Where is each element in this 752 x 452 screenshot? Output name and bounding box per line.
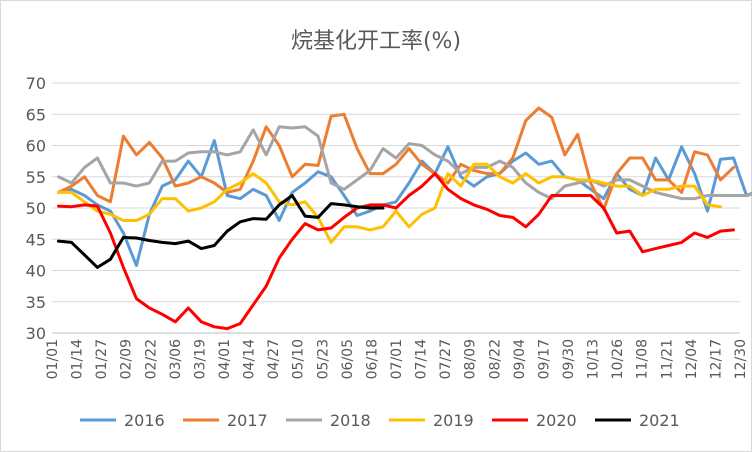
y-tick-label: 60: [26, 137, 46, 156]
y-tick-label: 50: [26, 199, 46, 218]
x-tick-label: 10/26: [610, 339, 626, 379]
y-tick-label: 70: [26, 74, 46, 93]
x-axis: 01/01 01/14 01/27 02/09 02/22 03/06 03/19 04/01…: [45, 332, 749, 379]
x-tick-label: 06/18: [364, 339, 380, 379]
legend: 2016 2017 2018 2019 2020 2021: [80, 411, 680, 430]
legend-item-2020: 2020: [492, 411, 577, 430]
series-line-2020: [57, 172, 735, 331]
x-tick-label: 06/05: [340, 339, 356, 379]
legend-item-2016: 2016: [80, 411, 165, 430]
y-tick-label: 40: [26, 262, 46, 281]
legend-label: 2020: [536, 411, 577, 430]
y-tick-label: 65: [26, 105, 46, 124]
chart-title: 烷基化开工率(%): [291, 29, 461, 54]
x-tick-label: 12/30: [733, 339, 749, 379]
legend-item-2021: 2021: [595, 411, 680, 430]
gridlines: [52, 82, 740, 303]
x-tick-label: 03/19: [192, 339, 208, 379]
legend-item-2019: 2019: [389, 411, 474, 430]
y-tick-label: 30: [26, 324, 46, 343]
x-tick-label: 12/17: [708, 339, 724, 379]
x-tick-label: 10/13: [586, 339, 602, 379]
x-tick-label: 07/27: [438, 339, 454, 379]
x-tick-label: 05/10: [291, 339, 307, 379]
x-tick-label: 05/23: [315, 339, 331, 379]
x-tick-label: 11/08: [635, 339, 651, 379]
series-line-2019: [57, 162, 722, 244]
x-tick-label: 04/14: [242, 339, 258, 379]
x-tick-label: 01/27: [94, 339, 110, 379]
legend-label: 2019: [433, 411, 474, 430]
legend-label: 2018: [330, 411, 371, 430]
series-line-2021: [57, 194, 385, 269]
x-tick-label: 09/04: [512, 339, 528, 379]
x-tick-label: 09/30: [561, 339, 577, 379]
x-tick-label: 08/22: [487, 339, 503, 379]
y-axis-tick-labels: 30 35 40 45 50 55 60 65 70: [26, 74, 46, 343]
x-tick-label: 02/09: [119, 339, 135, 379]
x-tick-label: 02/22: [143, 339, 159, 379]
y-tick-label: 45: [26, 230, 46, 249]
x-tick-label: 09/17: [536, 339, 552, 379]
legend-item-2017: 2017: [183, 411, 268, 430]
x-tick-label: 07/01: [389, 339, 405, 379]
y-tick-label: 55: [26, 168, 46, 187]
series-line-2017: [57, 106, 735, 211]
legend-label: 2021: [639, 411, 680, 430]
x-tick-label: 11/21: [659, 339, 675, 379]
x-tick-label: 01/01: [45, 339, 61, 379]
legend-label: 2016: [124, 411, 165, 430]
x-tick-label: 07/14: [414, 339, 430, 379]
x-tick-label: 12/04: [684, 339, 700, 379]
x-tick-label: 01/14: [70, 339, 86, 379]
x-tick-label: 08/09: [463, 339, 479, 379]
series-lines: [57, 106, 752, 331]
x-tick-label: 03/06: [168, 339, 184, 379]
legend-label: 2017: [227, 411, 268, 430]
legend-item-2018: 2018: [286, 411, 371, 430]
y-tick-label: 35: [26, 293, 46, 312]
x-tick-label: 04/01: [217, 339, 233, 379]
x-tick-label: 04/27: [266, 339, 282, 379]
series-line-2018: [57, 125, 752, 201]
